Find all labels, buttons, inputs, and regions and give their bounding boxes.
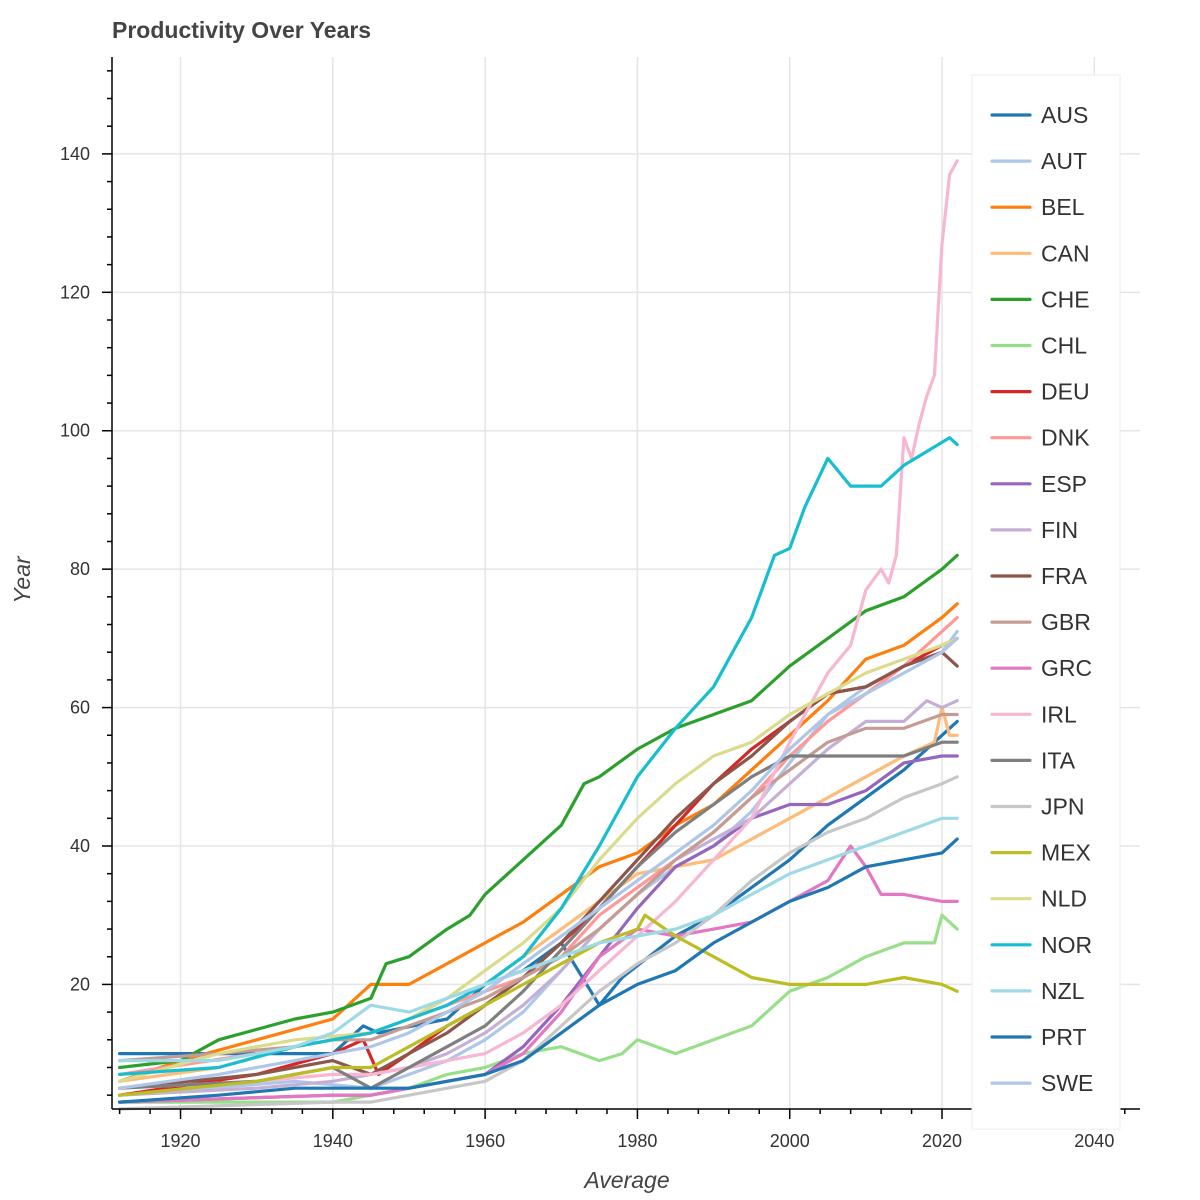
x-tick-label: 1920 bbox=[161, 1131, 201, 1151]
legend-label: ITA bbox=[1041, 747, 1076, 773]
series-line-aus bbox=[118, 719, 959, 1056]
series-line-irl bbox=[118, 159, 959, 1090]
x-tick-label: 2020 bbox=[922, 1131, 962, 1151]
series-line-prt bbox=[118, 837, 959, 1104]
series-line-gbr bbox=[118, 712, 959, 1063]
series-line-swe bbox=[118, 636, 959, 1090]
series-line-bel bbox=[118, 602, 959, 1083]
series-line-ita bbox=[118, 740, 959, 1090]
legend-label: BEL bbox=[1041, 194, 1085, 220]
legend-label: DNK bbox=[1041, 425, 1090, 451]
legend-label: IRL bbox=[1041, 701, 1077, 727]
x-axis-ticks: 1920 1940 1960 1980 2000 2020 2040 bbox=[118, 1109, 1126, 1151]
series-line-che bbox=[118, 553, 959, 1070]
legend-label: NZL bbox=[1041, 978, 1085, 1004]
legend-label: MEX bbox=[1041, 840, 1091, 866]
legend-label: NOR bbox=[1041, 932, 1092, 958]
y-tick-label: 140 bbox=[60, 144, 90, 164]
legend-label: FIN bbox=[1041, 517, 1078, 543]
series-line-aut bbox=[118, 629, 959, 1097]
legend-label: CHE bbox=[1041, 286, 1090, 312]
legend-box bbox=[971, 74, 1121, 1130]
legend-label: PRT bbox=[1041, 1024, 1087, 1050]
legend: AUS AUT BEL CAN CHE CHL DEU DNK ESP FIN FRA GBR GRC I… bbox=[971, 74, 1121, 1130]
legend-label: DEU bbox=[1041, 379, 1090, 405]
x-tick-label: 1980 bbox=[617, 1131, 657, 1151]
chart-title: Productivity Over Years bbox=[112, 17, 371, 43]
series-line-nor bbox=[118, 436, 959, 1076]
y-tick-label: 20 bbox=[70, 974, 90, 994]
series-line-nzl bbox=[118, 816, 959, 1063]
x-tick-label: 2000 bbox=[770, 1131, 810, 1151]
y-tick-label: 100 bbox=[60, 421, 90, 441]
series-line-jpn bbox=[118, 775, 959, 1111]
y-axis-ticks: 20 40 60 80 100 120 140 bbox=[60, 70, 112, 1096]
y-tick-label: 80 bbox=[70, 559, 90, 579]
legend-label: AUS bbox=[1041, 102, 1088, 128]
y-tick-label: 60 bbox=[70, 698, 90, 718]
x-tick-label: 1940 bbox=[313, 1131, 353, 1151]
x-tick-label: 2040 bbox=[1074, 1131, 1114, 1151]
legend-label: AUT bbox=[1041, 148, 1087, 174]
legend-label: GRC bbox=[1041, 655, 1092, 681]
series-line-can bbox=[118, 706, 959, 1083]
legend-label: FRA bbox=[1041, 563, 1088, 589]
series-lines bbox=[118, 159, 959, 1111]
legend-label: NLD bbox=[1041, 886, 1087, 912]
legend-label: ESP bbox=[1041, 471, 1087, 497]
legend-label: GBR bbox=[1041, 609, 1091, 635]
y-axis-label: Year bbox=[9, 555, 35, 604]
x-tick-label: 1960 bbox=[465, 1131, 505, 1151]
y-tick-label: 120 bbox=[60, 282, 90, 302]
series-line-mex bbox=[118, 913, 959, 1097]
x-axis-label: Average bbox=[582, 1167, 669, 1193]
series-line-chl bbox=[118, 913, 959, 1104]
axes bbox=[111, 57, 1140, 1110]
legend-label: CHL bbox=[1041, 333, 1087, 359]
legend-label: CAN bbox=[1041, 240, 1090, 266]
series-line-fra bbox=[118, 650, 959, 1090]
legend-label: JPN bbox=[1041, 794, 1084, 820]
y-tick-label: 40 bbox=[70, 836, 90, 856]
legend-label: SWE bbox=[1041, 1070, 1093, 1096]
